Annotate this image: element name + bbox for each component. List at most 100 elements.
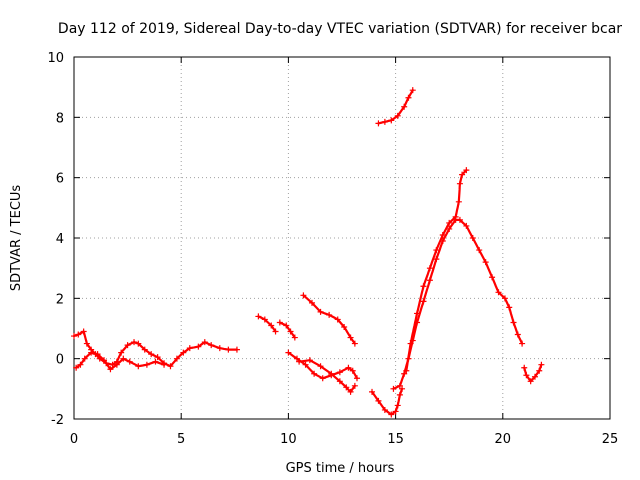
data-point bbox=[347, 388, 354, 395]
data-point bbox=[302, 361, 309, 368]
data-point bbox=[300, 292, 307, 299]
data-point bbox=[326, 311, 333, 318]
data-point bbox=[394, 112, 401, 119]
data-point bbox=[426, 265, 433, 272]
data-point bbox=[401, 370, 408, 377]
data-point bbox=[107, 366, 114, 373]
y-axis-label: SDTVAR / TECUs bbox=[9, 185, 24, 292]
x-tick-label: 10 bbox=[280, 432, 297, 447]
data-point bbox=[141, 346, 148, 353]
data-point bbox=[186, 345, 193, 352]
data-point bbox=[456, 216, 463, 223]
series-segment-11 bbox=[375, 87, 416, 127]
data-point bbox=[88, 349, 95, 356]
data-point bbox=[420, 298, 427, 305]
data-point bbox=[126, 358, 133, 365]
data-point bbox=[317, 308, 324, 315]
series-segment-7 bbox=[300, 292, 358, 347]
y-tick-label: 10 bbox=[47, 51, 64, 66]
data-point bbox=[510, 319, 517, 326]
grid bbox=[74, 57, 610, 419]
data-point bbox=[135, 340, 142, 347]
data-point bbox=[77, 361, 84, 368]
data-point bbox=[347, 334, 354, 341]
x-tick-label: 5 bbox=[177, 432, 185, 447]
data-point bbox=[201, 339, 208, 346]
data-point bbox=[152, 358, 159, 365]
series-trace bbox=[287, 351, 359, 380]
y-tick-labels: -2 0 2 4 6 8 10 bbox=[47, 51, 64, 428]
data-point bbox=[401, 103, 408, 110]
data-point bbox=[536, 367, 543, 374]
data-point bbox=[501, 295, 508, 302]
series-segment-8 bbox=[369, 385, 406, 418]
data-point bbox=[73, 364, 80, 371]
data-point bbox=[409, 87, 416, 94]
data-point bbox=[519, 340, 526, 347]
data-point bbox=[81, 355, 88, 362]
data-point bbox=[276, 319, 283, 326]
data-point bbox=[476, 247, 483, 254]
chart-title: Day 112 of 2019, Sidereal Day-to-day VTE… bbox=[58, 21, 622, 37]
series-trace bbox=[302, 294, 356, 345]
data-point bbox=[369, 388, 376, 395]
data-point bbox=[71, 333, 77, 340]
x-tick-labels: 0 5 10 15 20 25 bbox=[70, 432, 618, 447]
data-point bbox=[403, 367, 410, 374]
series-trace bbox=[377, 89, 414, 125]
y-tick-label: 6 bbox=[56, 172, 64, 187]
series-trace bbox=[72, 330, 238, 368]
series-trace bbox=[278, 321, 296, 339]
data-point bbox=[308, 299, 315, 306]
series-segment-6 bbox=[296, 357, 358, 395]
data-point bbox=[261, 316, 268, 323]
data-point bbox=[319, 375, 326, 382]
data-point bbox=[375, 120, 382, 127]
data-point bbox=[135, 363, 142, 370]
data-point bbox=[351, 382, 358, 389]
y-tick-label: 8 bbox=[56, 111, 64, 126]
series-segment-5 bbox=[285, 349, 361, 382]
data-point bbox=[296, 358, 303, 365]
data-point bbox=[173, 355, 180, 362]
data-point bbox=[233, 346, 240, 353]
y-tick-label: 2 bbox=[56, 292, 64, 307]
data-point bbox=[124, 342, 131, 349]
data-point bbox=[527, 378, 534, 385]
data-point bbox=[495, 289, 502, 296]
series-segment-3 bbox=[255, 313, 279, 335]
data-point bbox=[311, 370, 318, 377]
series-trace bbox=[370, 387, 404, 416]
series-segment-9 bbox=[390, 216, 526, 392]
data-point bbox=[195, 343, 202, 350]
data-point bbox=[341, 323, 348, 330]
data-point bbox=[80, 328, 87, 335]
data-point bbox=[489, 274, 496, 281]
data-point bbox=[225, 346, 232, 353]
data-point bbox=[381, 406, 388, 413]
data-point bbox=[268, 322, 275, 329]
data-point bbox=[396, 391, 403, 398]
data-point bbox=[506, 304, 513, 311]
data-point bbox=[83, 340, 90, 347]
data-point bbox=[216, 345, 223, 352]
data-point bbox=[482, 259, 489, 266]
series-segment-4 bbox=[276, 319, 298, 341]
data-point bbox=[143, 361, 150, 368]
data-point bbox=[154, 354, 161, 361]
data-point bbox=[131, 339, 138, 346]
series bbox=[71, 87, 545, 418]
data-point bbox=[161, 361, 168, 368]
data-point bbox=[392, 408, 399, 415]
data-point bbox=[293, 355, 300, 362]
data-point bbox=[317, 363, 324, 370]
data-point bbox=[452, 213, 459, 220]
data-point bbox=[433, 256, 440, 263]
data-point bbox=[396, 382, 403, 389]
data-point bbox=[101, 357, 108, 364]
x-tick-label: 0 bbox=[70, 432, 78, 447]
data-point bbox=[306, 357, 313, 364]
data-point bbox=[75, 331, 82, 338]
data-point bbox=[343, 384, 350, 391]
